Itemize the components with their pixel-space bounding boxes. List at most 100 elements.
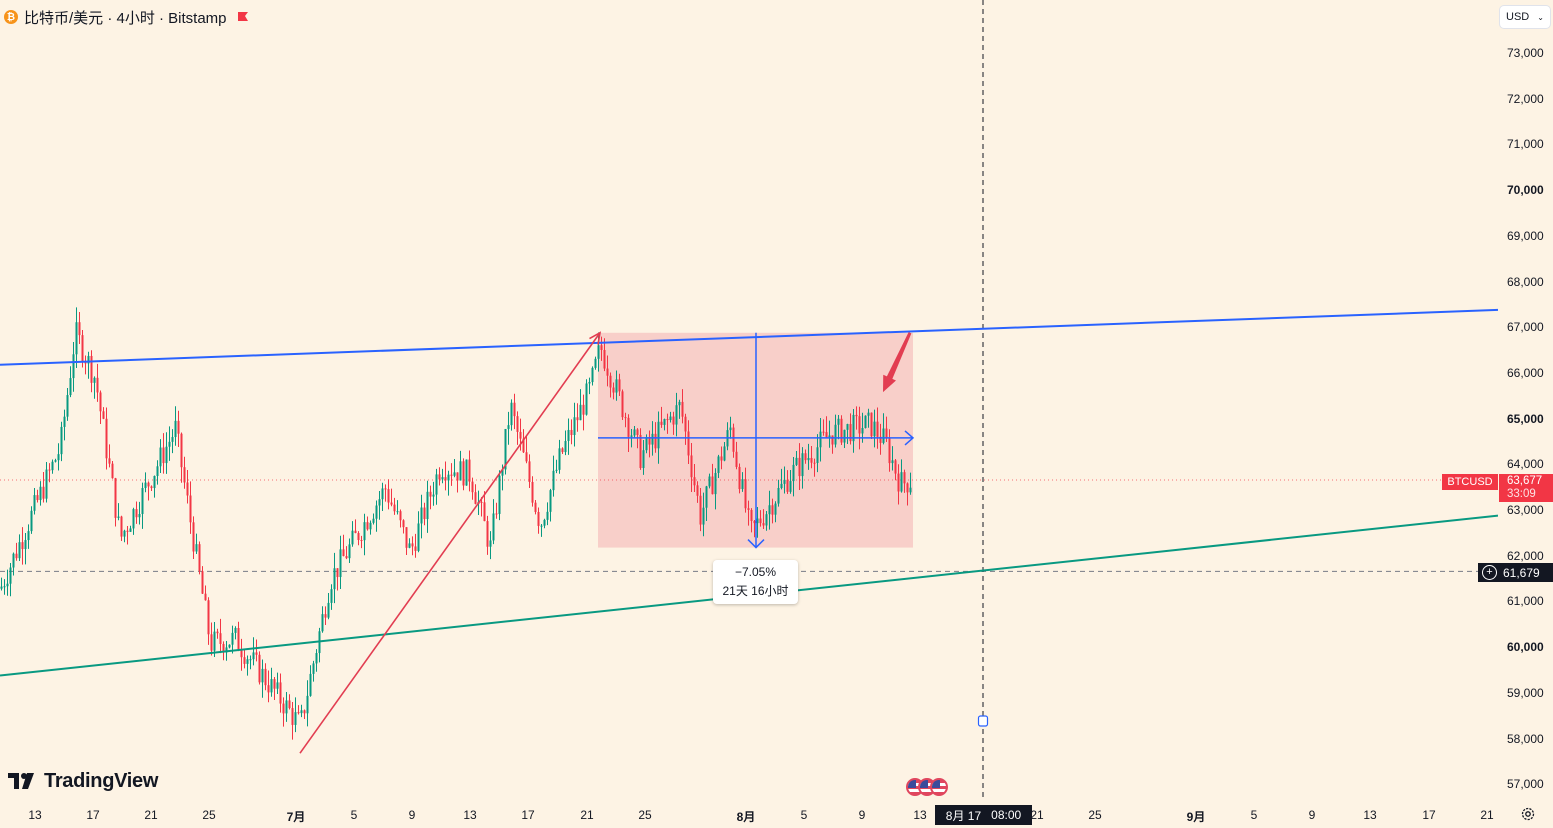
candle-body xyxy=(336,568,339,578)
us-flag-icon[interactable] xyxy=(930,778,948,796)
price-tick-label: 71,000 xyxy=(1507,137,1544,152)
price-tick-label: 59,000 xyxy=(1507,685,1544,700)
candle-body xyxy=(210,634,213,651)
candle-body xyxy=(453,472,456,476)
candle-body xyxy=(180,433,183,468)
time-tick-label: 21 xyxy=(580,808,594,822)
candle-body xyxy=(879,436,882,443)
symbol-header[interactable]: ₿ 比特币/美元 · 4小时 · Bitstamp xyxy=(4,6,249,28)
candle-body xyxy=(201,571,204,594)
time-tick-label: 13 xyxy=(1363,808,1377,822)
candle-body xyxy=(126,530,129,532)
candle-body xyxy=(549,490,552,512)
candle-body xyxy=(360,540,363,542)
candle-body xyxy=(57,454,60,461)
candle-body xyxy=(108,458,111,464)
price-tick-label: 62,000 xyxy=(1507,548,1544,563)
chart-pane[interactable] xyxy=(0,0,1498,800)
candle-body xyxy=(435,474,438,495)
candlestick-chart[interactable] xyxy=(0,0,1498,800)
candle-body xyxy=(498,475,501,514)
candle-body xyxy=(462,461,465,486)
candle-body xyxy=(873,421,876,437)
candle-body xyxy=(804,453,807,461)
tradingview-logo[interactable]: TradingView xyxy=(8,768,158,794)
candle-body xyxy=(153,475,156,489)
candle-body xyxy=(810,457,813,463)
candle-body xyxy=(189,495,192,523)
candle-body xyxy=(852,414,855,442)
red-flag-icon[interactable] xyxy=(237,11,249,23)
add-plus-icon[interactable]: + xyxy=(1482,565,1497,580)
candle-body xyxy=(309,673,312,696)
candle-body xyxy=(657,421,660,449)
candle-body xyxy=(585,383,588,415)
candle-body xyxy=(45,469,48,499)
candle-body xyxy=(519,431,522,439)
candle-body xyxy=(483,502,486,522)
candle-body xyxy=(546,511,549,520)
price-tick-label: 70,000 xyxy=(1507,183,1544,198)
brand-name: TradingView xyxy=(44,769,159,792)
price-tick-label: 60,000 xyxy=(1507,640,1544,655)
candle-body xyxy=(150,486,153,489)
candle-body xyxy=(48,469,51,471)
candle-body xyxy=(837,418,840,425)
candle-body xyxy=(72,354,75,379)
time-tick-label: 25 xyxy=(638,808,652,822)
candle-body xyxy=(510,402,513,426)
candle-body xyxy=(99,392,102,412)
candle-body xyxy=(558,448,561,470)
crosshair-price-tag[interactable]: + 61,679 xyxy=(1478,563,1553,582)
candle-body xyxy=(687,431,690,456)
candle-body xyxy=(573,417,576,436)
price-tick-label: 69,000 xyxy=(1507,228,1544,243)
price-axis[interactable]: 73,000 72,000 71,000 70,000 69,000 68,000 67,0… xyxy=(1498,0,1553,800)
price-tick-label: 57,000 xyxy=(1507,777,1544,792)
candle-body xyxy=(777,487,780,504)
symbol-title[interactable]: 比特币/美元 · 4小时 · Bitstamp xyxy=(24,9,227,27)
candle-body xyxy=(531,481,534,503)
candle-body xyxy=(675,405,678,425)
candle-body xyxy=(645,437,648,451)
candle-body xyxy=(111,463,114,479)
candle-body xyxy=(342,549,345,557)
candle-body xyxy=(96,377,99,393)
candle-body xyxy=(216,631,219,634)
candle-body xyxy=(690,455,693,478)
candle-body xyxy=(666,419,669,421)
candle-body xyxy=(711,476,714,495)
candle-body xyxy=(402,520,405,528)
currency-select[interactable]: USD ⌄ xyxy=(1500,6,1550,28)
candle-body xyxy=(6,583,9,587)
candle-body xyxy=(606,368,609,376)
candle-body xyxy=(522,438,525,453)
candle-body xyxy=(423,507,426,520)
candle-body xyxy=(243,657,246,664)
candle-body xyxy=(249,659,252,661)
candle-body xyxy=(375,505,378,519)
candle-body xyxy=(660,421,663,425)
candle-body xyxy=(684,416,687,432)
candle-body xyxy=(486,521,489,547)
time-axis[interactable]: 13 17 21 25 7月 5 9 13 17 21 25 8月 5 9 13 21 25 9月 5 9 13 17 21 xyxy=(0,800,1553,828)
candle-body xyxy=(504,428,507,470)
candle-body xyxy=(429,491,432,497)
candle-body xyxy=(177,420,180,434)
candle-body xyxy=(246,659,249,664)
settings-gear-icon[interactable] xyxy=(1520,806,1536,822)
candle-body xyxy=(306,695,309,714)
candle-body xyxy=(870,412,873,437)
candle-body xyxy=(231,632,234,645)
candle-body xyxy=(648,437,651,445)
candle-body xyxy=(603,350,606,369)
candle-body xyxy=(159,447,162,467)
candle-body xyxy=(843,429,846,443)
economic-events[interactable] xyxy=(906,778,948,796)
candle-body xyxy=(609,375,612,388)
price-tick-label: 68,000 xyxy=(1507,274,1544,289)
candle-body xyxy=(621,391,624,418)
candle-body xyxy=(303,710,306,714)
range-right-arrowhead xyxy=(904,430,915,446)
price-tick-label: 66,000 xyxy=(1507,365,1544,380)
